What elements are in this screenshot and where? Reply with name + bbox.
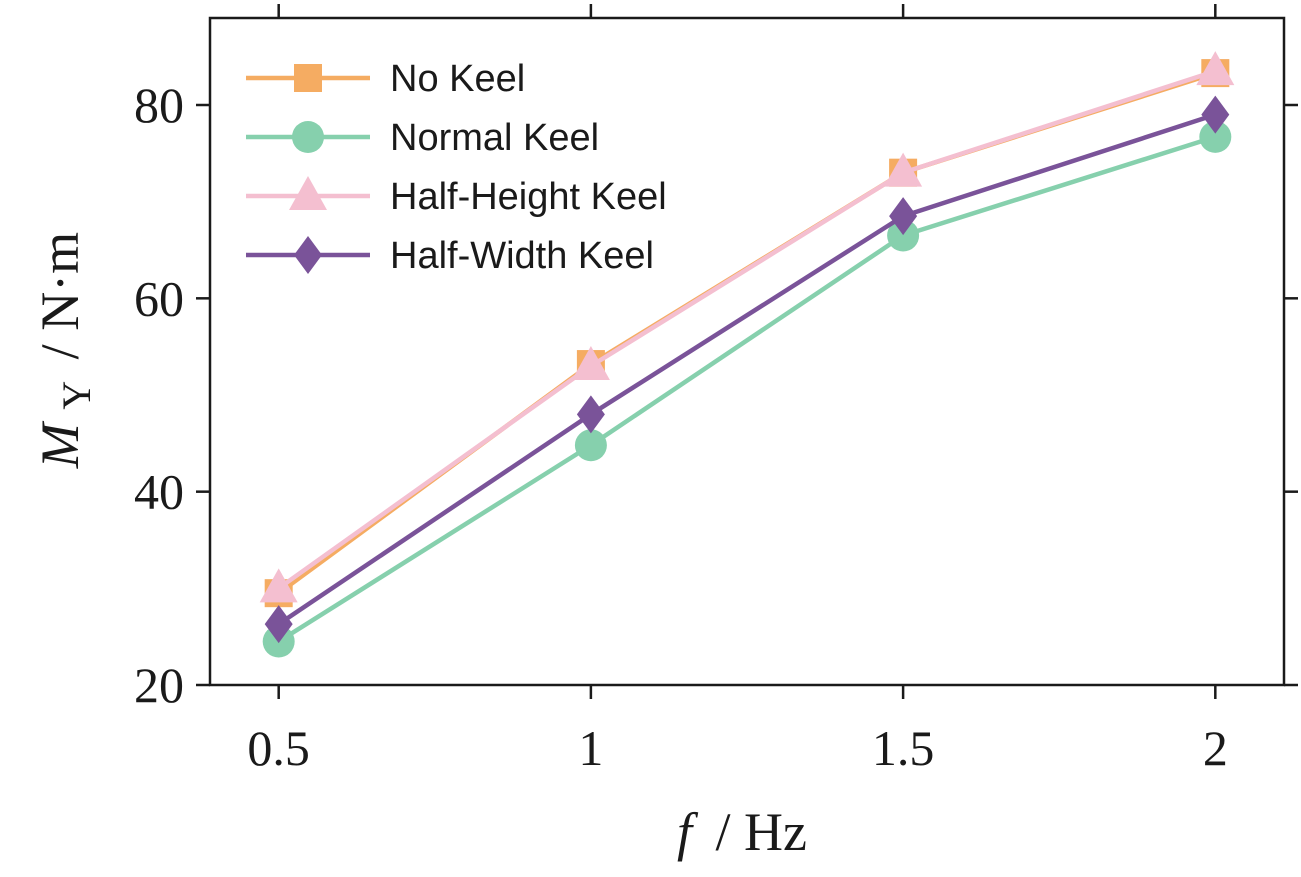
data-point-diamond [889,197,918,236]
y-tick-label: 20 [134,657,184,713]
data-point-diamond [1201,95,1230,134]
data-point-triangle [884,152,923,187]
x-tick-label: 1 [578,720,603,776]
legend-item: Normal Keel [246,117,599,159]
plot-frame [208,16,1286,687]
series-half-height-keel [259,51,1235,603]
y-axis-variable: M [30,420,90,469]
series-normal-keel [262,120,1232,658]
legend-item: Half-Width Keel [246,235,654,277]
series-line [277,134,1216,644]
data-point-circle [574,429,607,462]
data-point-diamond [576,395,605,434]
legend-marker-triangle [289,176,327,210]
series-line [277,69,1217,591]
data-point-triangle [259,568,298,603]
x-axis-label: f / Hz [677,802,807,862]
x-tick-label: 0.5 [247,720,310,776]
data-point-diamond [264,605,293,644]
data-point-circle [887,219,920,252]
legend-item: No Keel [246,58,525,100]
y-axis-unit: / N·m [30,232,90,360]
x-tick-label: 2 [1203,720,1228,776]
x-tick-label: 1.5 [872,720,935,776]
x-axis-unit: / Hz [716,802,807,862]
y-tick-label: 40 [134,464,184,520]
series-line [277,112,1217,626]
legend-marker-diamond [294,236,322,274]
legend-item: Half-Height Keel [246,176,667,218]
x-axis-variable: f [677,802,699,862]
data-point-triangle [1196,51,1235,86]
legend-label: No Keel [390,58,525,100]
y-tick-label: 80 [134,77,184,133]
legend-marker-circle [292,121,324,153]
data-point-circle [1199,120,1232,153]
y-tick-label: 60 [134,270,184,326]
legend-label: Half-Width Keel [390,235,654,277]
series-half-width-keel [264,95,1230,644]
legend-label: Normal Keel [390,117,599,159]
legend-label: Half-Height Keel [390,176,667,218]
y-axis-label: M Y / N·m [30,232,102,469]
data-point-triangle [571,346,610,380]
y-axis-subscript: Y [54,381,99,410]
legend-marker-square [294,64,322,92]
